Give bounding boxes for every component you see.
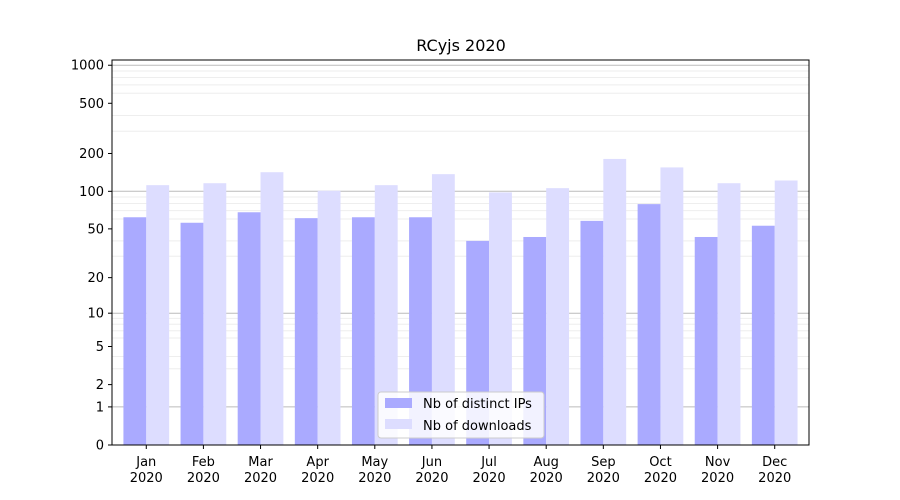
bar-distinct-ips — [294, 218, 318, 445]
y-tick-label: 1000 — [71, 59, 104, 74]
bar-downloads — [431, 174, 455, 445]
bar-downloads — [203, 183, 227, 445]
x-tick-label: Aug 2020 — [530, 455, 563, 486]
bar-downloads — [374, 185, 398, 445]
legend-swatch-downloads — [385, 419, 412, 429]
bars — [123, 158, 798, 446]
chart-title: RCyjs 2020 — [416, 36, 506, 55]
x-tick-label: Dec 2020 — [758, 455, 791, 486]
y-tick-label: 100 — [79, 185, 104, 200]
bar-distinct-ips — [180, 222, 204, 445]
bar-downloads — [489, 192, 512, 445]
y-tick-label: 500 — [79, 97, 104, 112]
y-tick-label: 2 — [96, 378, 104, 393]
bar-distinct-ips — [751, 225, 775, 445]
legend-label-ips: Nb of distinct IPs — [423, 397, 532, 412]
y-tick-label: 50 — [87, 222, 104, 237]
bar-downloads — [146, 185, 170, 445]
y-tick-label: 0 — [96, 439, 104, 454]
x-tick-label: Jul 2020 — [473, 455, 506, 486]
bar-downloads — [717, 183, 741, 445]
bar-downloads — [603, 158, 627, 446]
x-tick-label: Mar 2020 — [244, 455, 277, 486]
bar-distinct-ips — [409, 217, 432, 445]
x-tick-label: Apr 2020 — [301, 455, 334, 486]
bar-distinct-ips — [351, 217, 375, 445]
bar-distinct-ips — [123, 217, 147, 445]
x-axis: Jan 2020 Feb 2020 Mar 2020 Apr 2020 May 2020 Jun 20… — [130, 445, 791, 486]
y-tick-label: 200 — [79, 147, 104, 162]
bar-downloads — [774, 180, 798, 445]
y-tick-label: 10 — [87, 307, 104, 322]
x-tick-label: Sep 2020 — [587, 455, 620, 486]
bar-downloads — [317, 190, 341, 445]
x-tick-label: Jan 2020 — [130, 455, 163, 486]
bar-downloads — [660, 167, 684, 445]
legend-label-downloads: Nb of downloads — [423, 419, 532, 434]
legend-box — [377, 391, 545, 439]
plot-frame — [111, 59, 810, 446]
x-tick-label: Nov 2020 — [701, 455, 734, 486]
legend-swatch-ips — [385, 398, 412, 408]
bar-downloads — [546, 188, 570, 445]
x-tick-label: Jun 2020 — [415, 455, 448, 486]
x-tick-label: Oct 2020 — [644, 455, 677, 486]
grid-lines — [112, 64, 809, 408]
bar-distinct-ips — [637, 204, 661, 445]
y-axis: 0 1 2 5 10 20 50 100 200 500 1000 — [71, 59, 112, 454]
y-tick-label: 1 — [96, 400, 104, 415]
bar-distinct-ips — [580, 220, 604, 445]
legend: Nb of distinct IPs Nb of downloads — [377, 391, 545, 439]
y-tick-label: 20 — [87, 271, 104, 286]
bar-downloads — [260, 172, 284, 445]
bar-distinct-ips — [694, 236, 718, 445]
x-tick-label: Feb 2020 — [187, 455, 220, 486]
bar-distinct-ips — [237, 212, 261, 445]
x-tick-label: May 2020 — [358, 455, 391, 486]
y-tick-label: 5 — [96, 340, 104, 355]
